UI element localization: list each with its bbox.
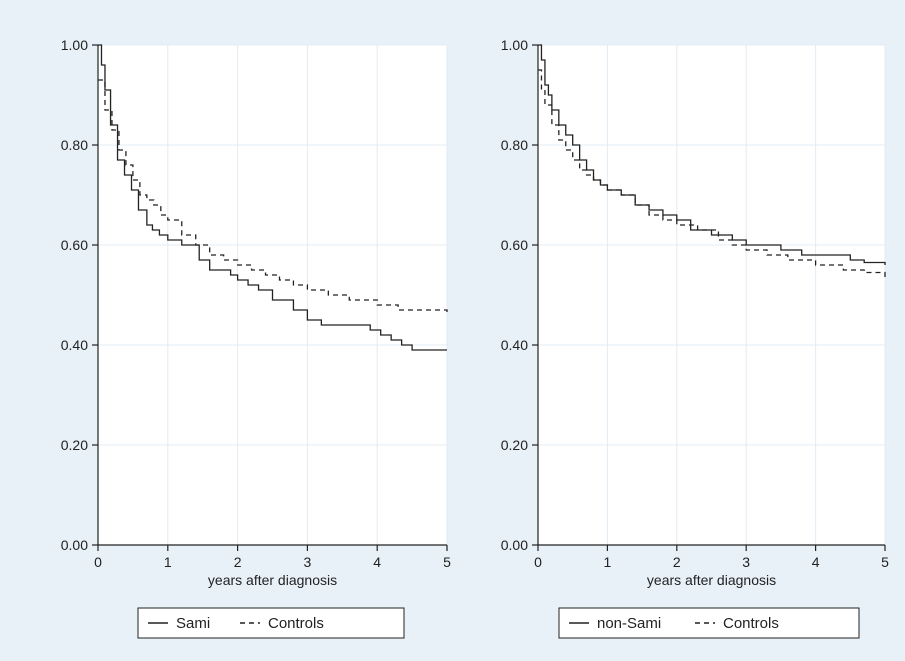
x-tick-label: 2 [234, 554, 242, 570]
y-tick-label: 0.40 [61, 337, 88, 353]
y-tick-label: 0.80 [501, 137, 528, 153]
x-tick-label: 2 [673, 554, 681, 570]
y-tick-label: 0.80 [61, 137, 88, 153]
y-tick-label: 1.00 [61, 37, 88, 53]
y-tick-label: 1.00 [501, 37, 528, 53]
series-line-2 [538, 69, 886, 278]
legend-label-2: Controls [268, 615, 324, 632]
x-tick-label: 1 [604, 554, 612, 570]
x-tick-label: 5 [443, 554, 451, 570]
y-tick-label: 0.60 [501, 237, 528, 253]
x-tick-label: 0 [534, 554, 542, 570]
series-line-1 [538, 44, 886, 265]
y-tick-label: 0.00 [501, 537, 528, 553]
chart-panel-1: 0.00 0.20 0.40 0.60 0.80 1.00 0 1 2 3 4 5 years afte… [61, 37, 451, 639]
y-tick-label: 0.20 [61, 437, 88, 453]
legend: non-Sami Controls [558, 607, 860, 639]
legend-box [137, 607, 405, 639]
y-tick-label: 0.20 [501, 437, 528, 453]
legend: Sami Controls [137, 607, 405, 639]
chart-panel-2: 0.00 0.20 0.40 0.60 0.80 1.00 0 1 2 3 4 5 years afte… [501, 37, 889, 639]
x-tick-label: 0 [94, 554, 102, 570]
y-tick-label: 0.60 [61, 237, 88, 253]
x-axis-title: years after diagnosis [208, 572, 337, 588]
legend-label-1: non-Sami [597, 615, 661, 632]
x-tick-label: 5 [881, 554, 889, 570]
legend-label-1: Sami [176, 615, 210, 632]
x-tick-label: 4 [812, 554, 820, 570]
series-line-2 [98, 79, 448, 315]
x-tick-label: 4 [373, 554, 381, 570]
legend-label-2: Controls [723, 615, 779, 632]
series-line-1 [98, 44, 447, 351]
plot-area [538, 45, 885, 545]
x-tick-label: 1 [164, 554, 172, 570]
x-tick-label: 3 [742, 554, 750, 570]
x-tick-label: 3 [304, 554, 312, 570]
x-axis-title: years after diagnosis [647, 572, 776, 588]
y-tick-label: 0.00 [61, 537, 88, 553]
y-tick-label: 0.40 [501, 337, 528, 353]
